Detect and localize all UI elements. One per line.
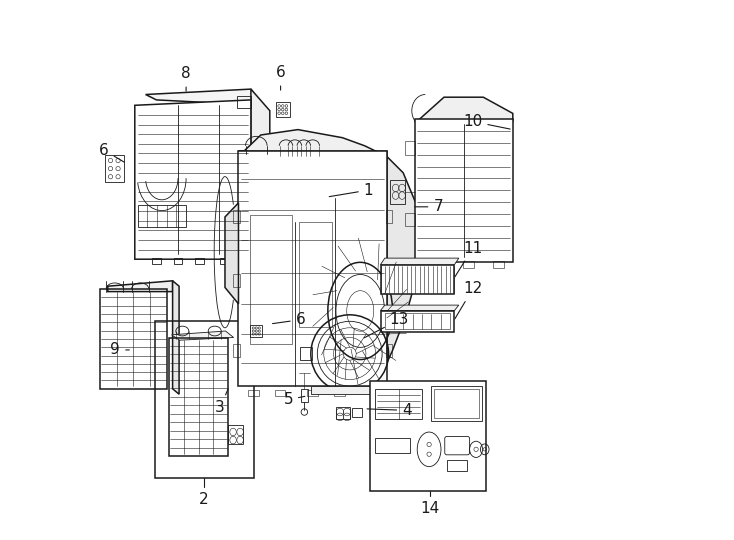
Bar: [239, 151, 387, 386]
Text: 10: 10: [463, 114, 510, 129]
Bar: [100, 289, 167, 389]
Bar: [415, 119, 513, 262]
Bar: [156, 321, 254, 478]
Bar: [463, 261, 474, 268]
Bar: [195, 258, 204, 264]
Text: 6: 6: [276, 65, 286, 90]
Bar: [434, 389, 479, 418]
Text: 6: 6: [272, 312, 305, 327]
Text: 5: 5: [283, 392, 305, 407]
Bar: [300, 347, 312, 360]
Bar: [375, 437, 410, 453]
Bar: [308, 390, 318, 396]
Bar: [385, 313, 450, 329]
Bar: [228, 425, 244, 444]
Bar: [386, 211, 393, 224]
Bar: [104, 155, 124, 182]
Bar: [447, 460, 468, 471]
Bar: [334, 390, 345, 396]
Bar: [375, 389, 422, 419]
Bar: [493, 261, 504, 268]
Bar: [352, 408, 362, 417]
Bar: [250, 325, 262, 337]
Polygon shape: [387, 157, 422, 363]
Text: 9: 9: [111, 342, 129, 357]
Text: 1: 1: [330, 183, 374, 198]
Polygon shape: [172, 331, 233, 340]
Bar: [370, 381, 486, 491]
Text: 4: 4: [367, 403, 412, 418]
Bar: [137, 205, 186, 227]
Polygon shape: [225, 203, 239, 304]
Bar: [248, 390, 258, 396]
Text: 6: 6: [99, 143, 124, 162]
Text: 14: 14: [421, 501, 440, 516]
Polygon shape: [135, 100, 251, 259]
Bar: [152, 258, 161, 264]
Bar: [169, 338, 228, 456]
Bar: [299, 221, 332, 327]
Bar: [386, 345, 393, 357]
Bar: [275, 390, 286, 396]
Text: 12: 12: [455, 281, 482, 319]
Text: 11: 11: [455, 241, 482, 277]
Bar: [404, 213, 415, 226]
Text: 13: 13: [364, 312, 409, 338]
Bar: [404, 141, 415, 154]
Polygon shape: [380, 305, 459, 310]
Bar: [386, 274, 393, 287]
Text: 3: 3: [215, 389, 228, 415]
Bar: [380, 265, 454, 294]
Bar: [237, 96, 251, 108]
Bar: [174, 258, 182, 264]
Bar: [233, 211, 239, 224]
Bar: [233, 345, 239, 357]
Bar: [219, 258, 228, 264]
Bar: [380, 310, 454, 332]
Bar: [336, 407, 349, 418]
Bar: [431, 261, 442, 268]
Polygon shape: [172, 281, 179, 394]
Polygon shape: [108, 281, 172, 292]
Bar: [431, 386, 482, 421]
Polygon shape: [415, 97, 513, 122]
Text: 2: 2: [199, 492, 208, 508]
Bar: [276, 103, 290, 117]
Text: 8: 8: [181, 66, 191, 91]
Polygon shape: [380, 258, 459, 265]
Bar: [250, 214, 292, 344]
Polygon shape: [145, 89, 262, 105]
Polygon shape: [310, 386, 388, 394]
Bar: [233, 274, 239, 287]
Polygon shape: [239, 130, 387, 157]
Bar: [390, 180, 404, 204]
Polygon shape: [251, 89, 270, 259]
Bar: [301, 389, 308, 402]
Text: 7: 7: [415, 199, 443, 214]
